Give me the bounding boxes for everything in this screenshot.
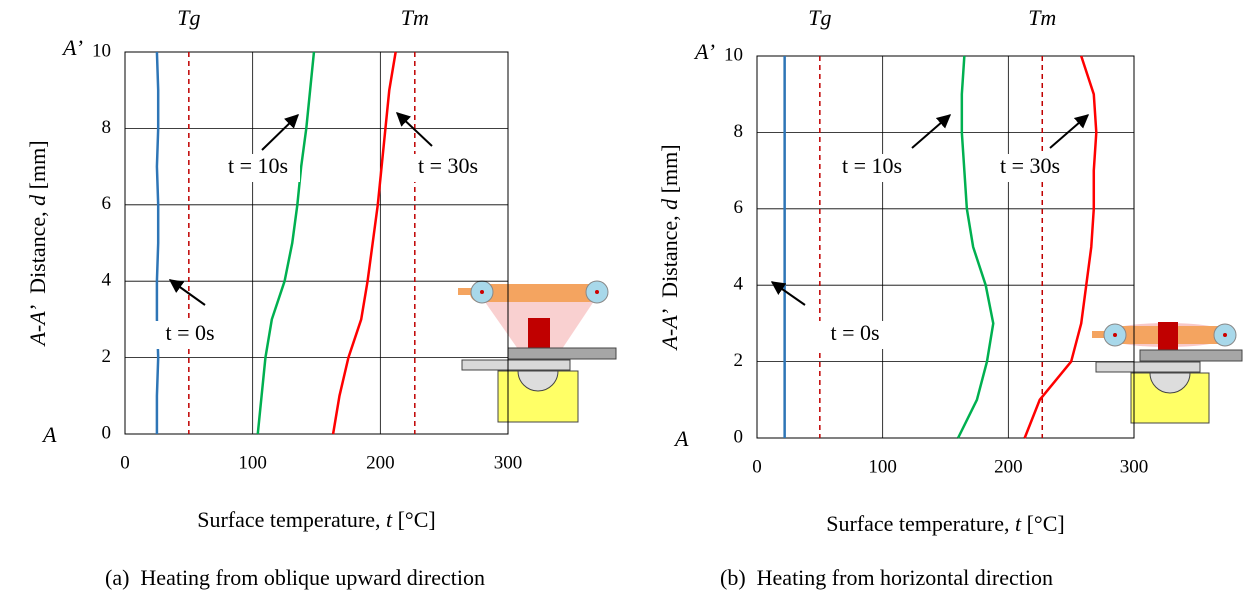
annotation-arrow [395,112,433,147]
annotation-background [216,154,300,182]
x-tick-label: 300 [1120,456,1149,477]
annotation-label: t = 30s [418,153,478,178]
plot-area [124,51,509,435]
y-end-label: A’ [693,39,715,64]
y-axis-label-part: d [25,194,50,206]
x-axis-label: Surface temperature, t [°C] [826,511,1064,536]
y-tick-label: 8 [102,117,112,138]
x-axis-label-part: Surface temperature, [826,511,1015,536]
y-tick-label: 2 [734,350,744,371]
data-line [331,51,397,435]
y-axis-label: A-A’ Distance, d [mm] [25,140,50,347]
x-axis-label-part: [°C] [392,507,436,532]
y-end-label: A [41,422,57,447]
y-tick-label: 6 [102,193,112,214]
annotation-label: t = 30s [1000,153,1060,178]
y-tick-label: 10 [724,44,743,65]
y-tick-label: 0 [734,426,744,447]
annotation-label: t = 0s [830,320,879,345]
reference-label: Tm [401,5,429,30]
annotation-background [988,154,1072,182]
y-axis-label-part: d [657,198,682,210]
caption: (a) Heating from oblique upward directio… [105,565,485,590]
reference-label: Tm [1028,5,1056,30]
y-axis-label-part: [mm] [25,140,50,194]
reference-label: Tg [808,5,831,30]
annotation-label: t = 10s [842,153,902,178]
annotation-background [148,321,232,349]
y-axis-label-part: [mm] [657,144,682,198]
x-tick-label: 0 [752,456,762,477]
y-tick-label: 6 [734,197,744,218]
annotation-background [813,321,897,349]
reference-label: Tg [177,5,200,30]
y-tick-label: 2 [102,346,112,367]
y-axis-label-part: A-A’ [25,305,50,348]
x-tick-label: 200 [994,456,1023,477]
data-line [256,51,316,435]
y-end-label: A’ [61,35,83,60]
y-tick-label: 4 [734,274,744,295]
data-line [956,55,995,439]
data-line [155,51,160,434]
annotation-arrow [911,114,952,149]
y-axis-label-part: A-A’ [657,309,682,352]
y-axis-label-part: Distance, [657,210,682,309]
x-tick-label: 0 [120,452,130,473]
annotation-arrow [770,281,806,306]
y-tick-label: 10 [92,40,111,61]
plot-area [756,55,1135,439]
caption: (b) Heating from horizontal direction [720,565,1053,590]
x-axis-label-part: Surface temperature, [197,507,386,532]
annotation-background [406,154,490,182]
annotation-label: t = 0s [165,320,214,345]
inset-diagram [458,280,617,423]
annotation-background [830,154,914,182]
annotation-arrow [261,114,300,151]
data-line [1023,55,1098,439]
annotation-arrow [168,279,206,306]
x-axis-label: Surface temperature, t [°C] [197,507,435,532]
x-axis-label-part: [°C] [1021,511,1065,536]
x-axis-label-part: t [1015,511,1022,536]
annotation-arrow [1049,114,1090,149]
x-tick-label: 100 [238,452,267,473]
x-axis-label-part: t [386,507,393,532]
y-tick-label: 8 [734,121,744,142]
x-tick-label: 200 [366,452,395,473]
y-axis-label-part: Distance, [25,206,50,305]
y-axis-label: A-A’ Distance, d [mm] [657,144,682,351]
x-tick-label: 300 [494,452,523,473]
y-tick-label: 0 [102,422,112,443]
y-end-label: A [673,426,689,451]
x-tick-label: 100 [868,456,897,477]
inset-diagram [1092,322,1243,424]
annotation-label: t = 10s [228,153,288,178]
y-tick-label: 4 [102,270,112,291]
